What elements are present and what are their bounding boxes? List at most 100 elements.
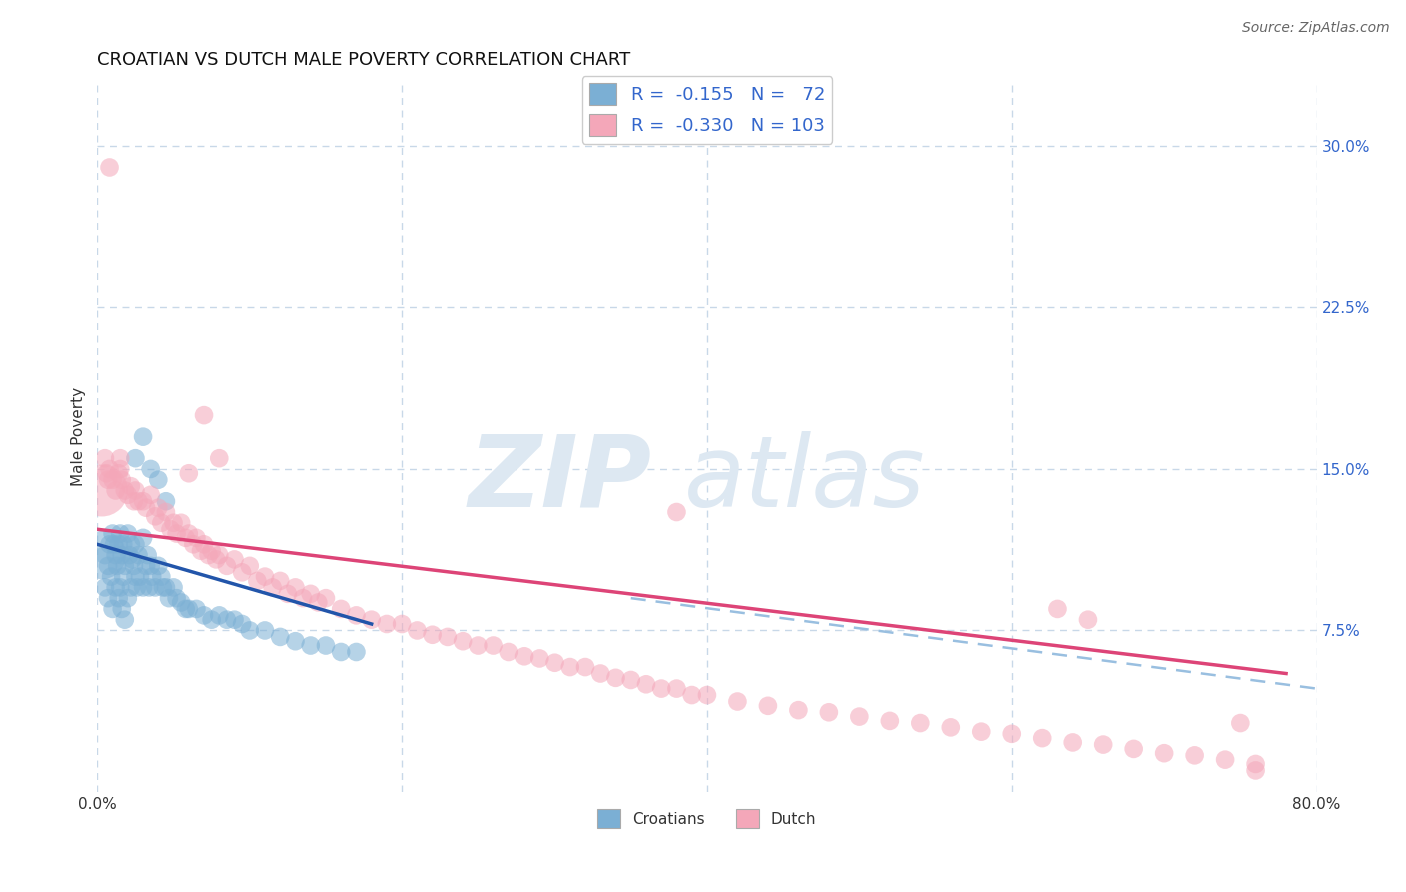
Point — [215, 558, 238, 573]
Point — [437, 630, 460, 644]
Point — [605, 671, 627, 685]
Point — [125, 581, 148, 595]
Point — [170, 516, 193, 530]
Point — [143, 581, 166, 595]
Point — [96, 467, 118, 481]
Point — [135, 500, 157, 515]
Point — [157, 591, 180, 606]
Point — [162, 581, 184, 595]
Point — [939, 720, 962, 734]
Point — [128, 494, 150, 508]
Point — [174, 531, 197, 545]
Point — [120, 581, 142, 595]
Point — [135, 558, 157, 573]
Point — [299, 587, 322, 601]
Point — [104, 548, 127, 562]
Point — [120, 537, 142, 551]
Point — [117, 526, 139, 541]
Point — [124, 537, 146, 551]
Point — [391, 617, 413, 632]
Point — [136, 548, 159, 562]
Point — [101, 526, 124, 541]
Point — [848, 709, 870, 723]
Point — [208, 548, 231, 562]
Text: atlas: atlas — [683, 431, 925, 528]
Point — [148, 500, 170, 515]
Point — [910, 716, 932, 731]
Point — [121, 552, 143, 566]
Point — [1213, 753, 1236, 767]
Point — [681, 688, 703, 702]
Point — [1001, 727, 1024, 741]
Point — [224, 552, 246, 566]
Point — [90, 548, 112, 562]
Point — [231, 566, 253, 580]
Point — [118, 548, 141, 562]
Point — [201, 613, 224, 627]
Point — [970, 724, 993, 739]
Point — [269, 574, 291, 588]
Point — [170, 595, 193, 609]
Point — [98, 161, 121, 175]
Point — [155, 505, 177, 519]
Point — [513, 649, 536, 664]
Point — [94, 451, 117, 466]
Point — [1062, 735, 1084, 749]
Point — [114, 613, 136, 627]
Point — [253, 624, 276, 638]
Point — [406, 624, 429, 638]
Point — [620, 673, 643, 687]
Point — [122, 494, 145, 508]
Point — [129, 569, 152, 583]
Point — [122, 558, 145, 573]
Point — [787, 703, 810, 717]
Point — [148, 558, 170, 573]
Point — [725, 694, 748, 708]
Point — [101, 473, 124, 487]
Point — [818, 706, 841, 720]
Point — [105, 558, 128, 573]
Point — [98, 462, 121, 476]
Y-axis label: Male Poverty: Male Poverty — [72, 387, 86, 486]
Point — [246, 574, 269, 588]
Point — [1122, 742, 1144, 756]
Point — [177, 467, 200, 481]
Point — [239, 558, 262, 573]
Point — [284, 634, 307, 648]
Point — [120, 479, 142, 493]
Point — [177, 526, 200, 541]
Point — [422, 628, 444, 642]
Point — [1184, 748, 1206, 763]
Point — [94, 548, 117, 562]
Point — [284, 581, 307, 595]
Point — [166, 591, 188, 606]
Point — [124, 569, 146, 583]
Point — [558, 660, 581, 674]
Point — [97, 473, 120, 487]
Point — [186, 531, 208, 545]
Point — [277, 587, 299, 601]
Point — [1031, 731, 1053, 745]
Point — [124, 483, 146, 498]
Point — [375, 617, 398, 632]
Point — [650, 681, 672, 696]
Point — [114, 483, 136, 498]
Point — [467, 639, 489, 653]
Point — [589, 666, 612, 681]
Point — [208, 451, 231, 466]
Point — [190, 543, 212, 558]
Point — [159, 522, 181, 536]
Point — [574, 660, 596, 674]
Point — [111, 473, 134, 487]
Point — [94, 581, 117, 595]
Point — [108, 451, 131, 466]
Point — [128, 548, 150, 562]
Point — [150, 516, 173, 530]
Point — [1046, 602, 1069, 616]
Point — [307, 595, 329, 609]
Point — [150, 569, 173, 583]
Point — [1153, 746, 1175, 760]
Point — [112, 569, 135, 583]
Text: Source: ZipAtlas.com: Source: ZipAtlas.com — [1241, 21, 1389, 35]
Point — [108, 462, 131, 476]
